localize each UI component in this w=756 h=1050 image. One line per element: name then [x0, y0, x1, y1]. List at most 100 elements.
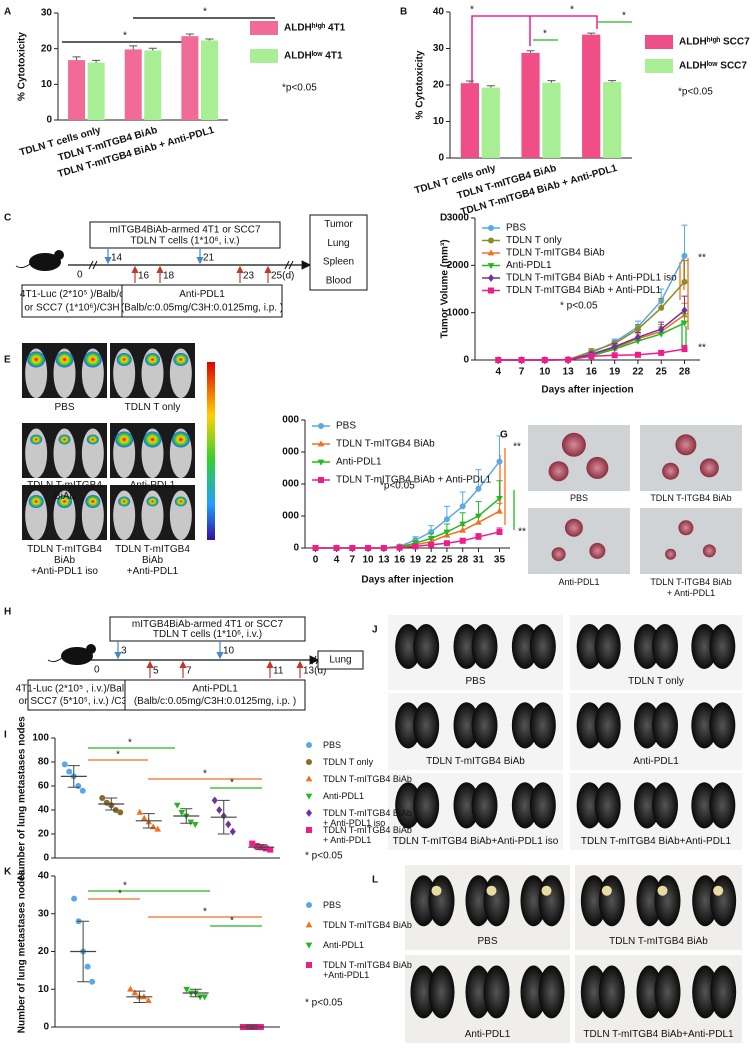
nodule — [431, 885, 442, 896]
x-tick-label: 19 — [410, 555, 422, 566]
box-text: TDLN T cells (1*10⁶, i.v.) — [130, 235, 239, 246]
lung — [634, 624, 660, 669]
legend-label: TDLN T-mITGB4 BiAb — [323, 920, 412, 930]
legend-label: TDLN T-mITGB4 BiAb — [506, 248, 605, 259]
lung — [594, 624, 621, 669]
tumor — [699, 458, 719, 478]
significance-label: * — [230, 778, 234, 789]
marker — [140, 814, 148, 821]
y-tick-label: 2000 — [277, 511, 300, 522]
error-bar — [681, 260, 688, 282]
legend-swatch — [645, 59, 673, 73]
legend-label: Anti-PDL1 — [323, 940, 365, 950]
lung — [691, 624, 718, 669]
y-tick-label: 0 — [46, 115, 52, 126]
significance-label: * — [203, 769, 207, 780]
y-tick-label: 20 — [433, 80, 445, 91]
annotation: *p<0.05 — [282, 83, 317, 94]
significance-label: ** — [518, 527, 526, 538]
lung — [594, 782, 621, 829]
nodule — [713, 885, 724, 896]
lung — [580, 965, 607, 1019]
bar — [144, 50, 162, 121]
error-bar — [547, 80, 556, 83]
legend-marker — [318, 477, 324, 483]
significance-bracket — [471, 15, 598, 95]
significance-label: * — [470, 5, 474, 16]
lung — [413, 782, 440, 829]
y-tick-label: 10 — [433, 116, 445, 127]
legend-label: TDLN T-mITGB4 BiAb + Anti-PDL1 iso — [323, 808, 412, 828]
lung — [576, 782, 603, 829]
day-label: 14 — [111, 253, 123, 264]
lung — [636, 875, 663, 927]
error-bar — [681, 224, 688, 256]
sd-bar — [189, 988, 202, 998]
day-label: 18 — [163, 271, 175, 282]
tumor — [675, 434, 697, 456]
marker — [187, 819, 195, 826]
marker — [496, 496, 503, 502]
lung — [594, 702, 621, 749]
photo-caption: Anti-PDL1 — [464, 1029, 511, 1040]
sd-bar — [217, 799, 230, 835]
y-tick-label: 0 — [43, 853, 49, 864]
lung — [710, 965, 737, 1019]
y-axis-title: Tumor Volume (mm³) — [440, 239, 451, 338]
photo-caption: TDLN T only — [628, 676, 684, 687]
marker — [496, 458, 503, 465]
bar — [124, 49, 142, 120]
annotation: *p<0.05 — [380, 481, 415, 492]
marker — [427, 536, 435, 542]
luminescence — [118, 496, 131, 507]
error-bar — [496, 435, 503, 462]
marker — [312, 545, 319, 551]
y-tick-label: 0 — [43, 1022, 49, 1033]
x-tick-label: 16 — [586, 367, 598, 378]
x-tick-label: 22 — [426, 555, 438, 566]
marker — [211, 796, 218, 805]
legend-label: ALDHˡᵒʷ 4T1 — [284, 51, 343, 62]
tumor — [561, 432, 586, 457]
lung — [709, 624, 736, 669]
lung — [520, 965, 547, 1019]
mouse-icon — [61, 647, 93, 665]
marker — [333, 545, 340, 551]
marker — [131, 989, 139, 996]
luminescence — [116, 353, 132, 366]
marker — [71, 895, 78, 902]
lung — [576, 702, 603, 749]
legend-label: TDLN T only — [323, 757, 374, 767]
y-tick-label: 60 — [38, 781, 50, 792]
legend-label: ALDHˡᵒʷ SCC7 — [679, 61, 747, 72]
lung — [598, 875, 625, 927]
marker — [412, 543, 419, 550]
bar — [481, 87, 500, 158]
marker — [459, 526, 466, 533]
panel-letter: B — [400, 7, 407, 18]
marker — [634, 351, 641, 358]
significance-label: ** — [513, 442, 521, 453]
legend-marker — [305, 793, 313, 800]
marker — [475, 518, 482, 525]
lung — [395, 782, 422, 829]
sd-bar — [245, 1024, 258, 1030]
marker — [428, 541, 435, 548]
y-tick-label: 1000 — [447, 307, 470, 318]
box-text: Spleen — [323, 257, 354, 268]
x-tick-label: 31 — [473, 555, 485, 566]
y-tick-label: 0 — [463, 355, 469, 366]
luminescence — [27, 351, 46, 368]
marker — [611, 342, 618, 351]
x-tick-label: 25 — [441, 555, 453, 566]
y-tick-label: 0 — [293, 543, 299, 554]
legend-marker — [306, 902, 312, 908]
tumor — [586, 456, 609, 479]
lung — [413, 624, 440, 669]
lung — [710, 875, 737, 927]
marker — [443, 516, 450, 523]
marker — [518, 357, 525, 363]
lung — [529, 624, 556, 669]
lung — [453, 782, 480, 829]
